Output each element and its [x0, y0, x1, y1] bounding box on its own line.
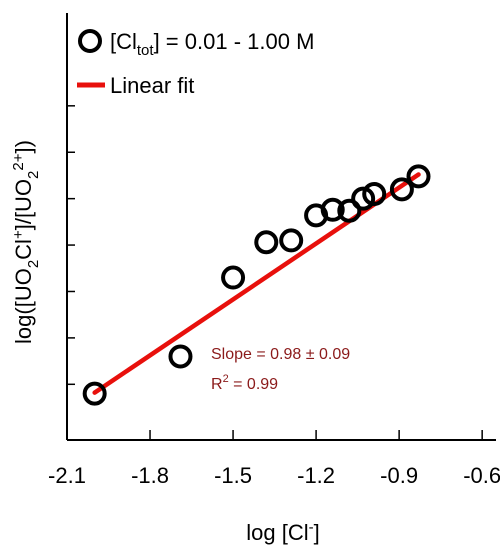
- fit-line-layer: [92, 172, 421, 395]
- x-tick-label: -2.1: [48, 463, 86, 488]
- x-tick-label: -0.6: [463, 463, 500, 488]
- x-tick-label: -1.2: [297, 463, 335, 488]
- legend-marker-open-circle: [78, 29, 102, 53]
- data-points: [82, 164, 431, 406]
- legend: [Cltot] = 0.01 - 1.00 M Linear fit: [77, 29, 314, 98]
- data-point: [279, 228, 304, 253]
- data-point: [254, 230, 279, 255]
- data-point: [389, 177, 414, 202]
- data-point: [82, 381, 107, 406]
- fit-line: [92, 172, 421, 395]
- x-axis-title: log [Cl-]: [246, 519, 319, 545]
- data-point: [351, 186, 376, 211]
- data-point: [362, 182, 387, 207]
- data-point: [320, 197, 345, 222]
- x-tick-label: -0.9: [380, 463, 418, 488]
- legend-label-fit: Linear fit: [110, 73, 194, 98]
- legend-label-data: [Cltot] = 0.01 - 1.00 M: [110, 29, 314, 59]
- data-point: [168, 344, 193, 369]
- fit-annotation: Slope = 0.98 ± 0.09 R2 = 0.99: [211, 346, 350, 393]
- data-point: [221, 265, 246, 290]
- y-axis-title: log([UO2Cl+]/[UO22+]): [10, 140, 42, 344]
- annotation-slope: Slope = 0.98 ± 0.09: [211, 346, 350, 363]
- data-point: [337, 198, 362, 223]
- annotation-r-squared: R2 = 0.99: [211, 373, 278, 393]
- data-point: [406, 164, 431, 189]
- axes: -2.1 -1.8 -1.5 -1.2 -0.9 -0.6: [48, 13, 500, 488]
- x-tick-label: -1.5: [214, 463, 252, 488]
- x-tick-label: -1.8: [131, 463, 169, 488]
